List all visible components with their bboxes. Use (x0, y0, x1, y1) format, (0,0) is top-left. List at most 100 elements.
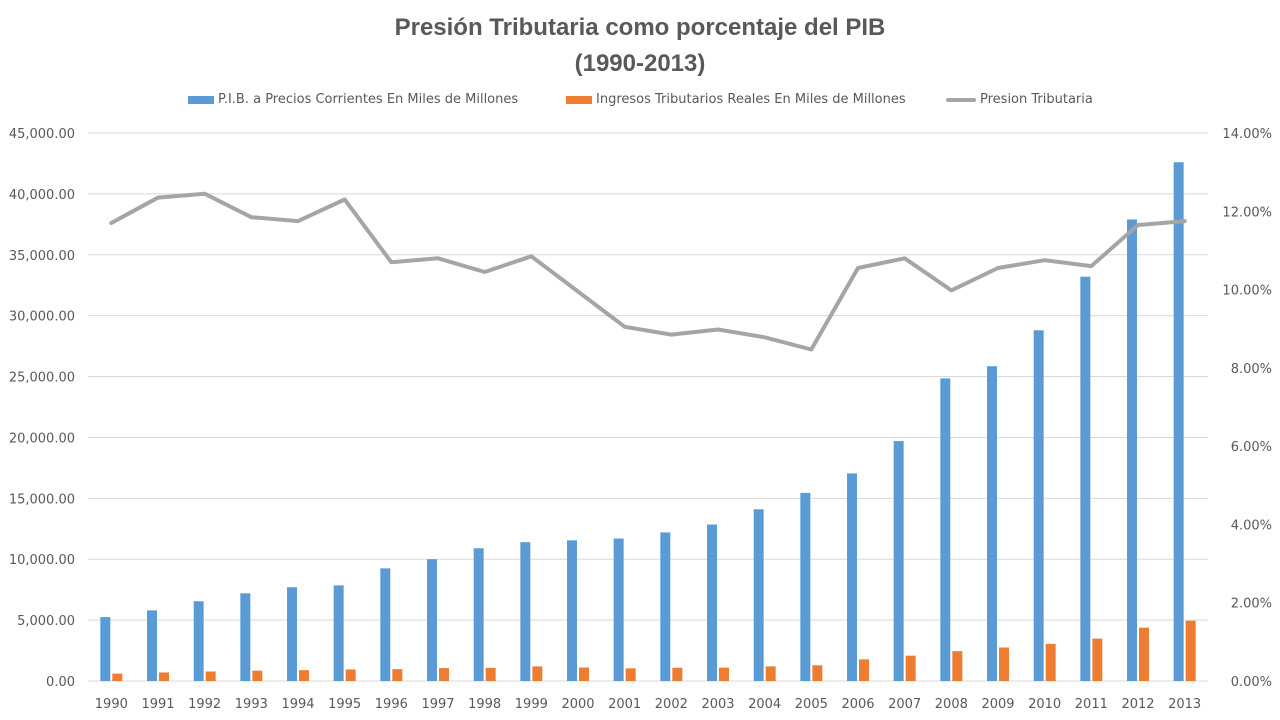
bar-pib (940, 378, 951, 681)
x-tick-label: 2008 (935, 697, 968, 712)
x-tick-label: 1996 (375, 697, 408, 712)
bar-ingresos (1092, 638, 1103, 681)
legend-item-presion: Presion Tributaria (946, 92, 1093, 107)
bar-pib (847, 473, 857, 681)
x-tick-label: 2005 (795, 697, 828, 712)
y-tick-label: 35,000.00 (9, 249, 75, 264)
bar-ingresos (625, 668, 636, 681)
bar-ingresos (252, 670, 263, 681)
bar-pib (660, 532, 671, 681)
x-tick-label: 1997 (421, 697, 454, 712)
chart-title: Presión Tributaria como porcentaje del P… (394, 14, 886, 41)
bar-pib (380, 568, 391, 681)
bar-pib (1127, 219, 1137, 681)
x-tick-label: 2011 (1075, 697, 1108, 712)
bar-pib (893, 441, 904, 681)
legend-label-pib: P.I.B. a Precios Corrientes En Miles de … (218, 92, 519, 107)
legend-item-ingresos: Ingresos Tributarios Reales En Miles de … (566, 92, 906, 107)
x-tick-label: 1990 (95, 697, 128, 712)
bar-pib (1173, 162, 1184, 681)
bar-ingresos (672, 667, 683, 681)
bar-ingresos (532, 666, 543, 681)
bar-pib (987, 366, 997, 681)
y2-tick-label: 10.00% (1222, 284, 1272, 299)
legend-item-pib: P.I.B. a Precios Corrientes En Miles de … (188, 92, 518, 107)
bar-pib (753, 509, 764, 681)
bar-ingresos (905, 655, 916, 681)
bar-pib (147, 610, 157, 681)
bar-pib (193, 601, 204, 681)
y-tick-label: 25,000.00 (9, 371, 75, 386)
x-tick-label: 2012 (1121, 697, 1154, 712)
bar-pib (707, 524, 717, 681)
bar-ingresos (1139, 627, 1149, 681)
y-tick-label: 10,000.00 (9, 553, 75, 568)
x-tick-label: 2001 (608, 697, 641, 712)
legend-label-ingresos: Ingresos Tributarios Reales En Miles de … (596, 92, 906, 107)
bar-pib (333, 585, 344, 681)
bar-ingresos (812, 665, 823, 681)
bar-pib (1080, 276, 1091, 681)
legend-swatch-ingresos (566, 95, 592, 104)
bar-pib (240, 593, 251, 681)
legend: P.I.B. a Precios Corrientes En Miles de … (0, 92, 1280, 112)
bar-pib (1033, 330, 1044, 681)
bar-ingresos (439, 668, 449, 681)
bar-ingresos (719, 667, 729, 681)
y-tick-label: 15,000.00 (9, 492, 75, 507)
bar-ingresos (999, 647, 1009, 681)
x-tick-label: 2007 (888, 697, 921, 712)
y-tick-label: 40,000.00 (9, 188, 75, 203)
bar-ingresos (205, 671, 216, 681)
bar-ingresos (1045, 643, 1056, 681)
x-tick-label: 2003 (701, 697, 734, 712)
line-presion-tributaria (109, 191, 1187, 352)
bar-pib (613, 538, 624, 681)
bar-ingresos (299, 670, 309, 681)
y2-tick-label: 6.00% (1231, 440, 1272, 455)
bar-ingresos (859, 659, 869, 681)
x-tick-label: 2009 (981, 697, 1014, 712)
bar-pib (800, 492, 811, 681)
x-tick-label: 1998 (468, 697, 501, 712)
bar-pib (520, 542, 531, 681)
bar-ingresos (485, 667, 496, 681)
bar-pib (287, 587, 297, 681)
bar-ingresos (345, 669, 356, 681)
x-tick-label: 2006 (841, 697, 874, 712)
chart-subtitle: (1990-2013) (574, 50, 706, 77)
bar-ingresos (765, 666, 776, 681)
x-tick-label: 2000 (561, 697, 594, 712)
y-tick-label: 0.00 (46, 675, 75, 690)
y2-tick-label: 4.00% (1231, 518, 1272, 533)
y2-tick-label: 12.00% (1222, 205, 1272, 220)
x-tick-label: 2013 (1168, 697, 1201, 712)
x-tick-label: 1991 (141, 697, 174, 712)
x-tick-label: 1995 (328, 697, 361, 712)
bar-ingresos (952, 651, 963, 681)
bar-pib (473, 548, 484, 681)
x-tick-label: 1999 (515, 697, 548, 712)
y2-tick-label: 2.00% (1231, 597, 1272, 612)
legend-label-presion: Presion Tributaria (980, 92, 1093, 107)
y2-tick-label: 14.00% (1222, 127, 1272, 142)
bar-ingresos (392, 669, 403, 681)
legend-swatch-presion (946, 97, 976, 102)
y-tick-label: 45,000.00 (9, 127, 75, 142)
y2-tick-label: 8.00% (1231, 362, 1272, 377)
bar-ingresos (1185, 620, 1196, 681)
x-tick-label: 1993 (235, 697, 268, 712)
y-tick-label: 20,000.00 (9, 431, 75, 446)
bar-pib (427, 559, 437, 681)
y2-tick-label: 0.00% (1231, 675, 1272, 690)
legend-swatch-pib (188, 95, 214, 104)
bar-pib (100, 617, 111, 681)
bar-pib (567, 540, 577, 681)
bar-ingresos (579, 667, 589, 681)
y-tick-label: 5,000.00 (17, 614, 75, 629)
x-tick-label: 1992 (188, 697, 221, 712)
x-tick-label: 2004 (748, 697, 781, 712)
y-tick-label: 30,000.00 (9, 310, 75, 325)
